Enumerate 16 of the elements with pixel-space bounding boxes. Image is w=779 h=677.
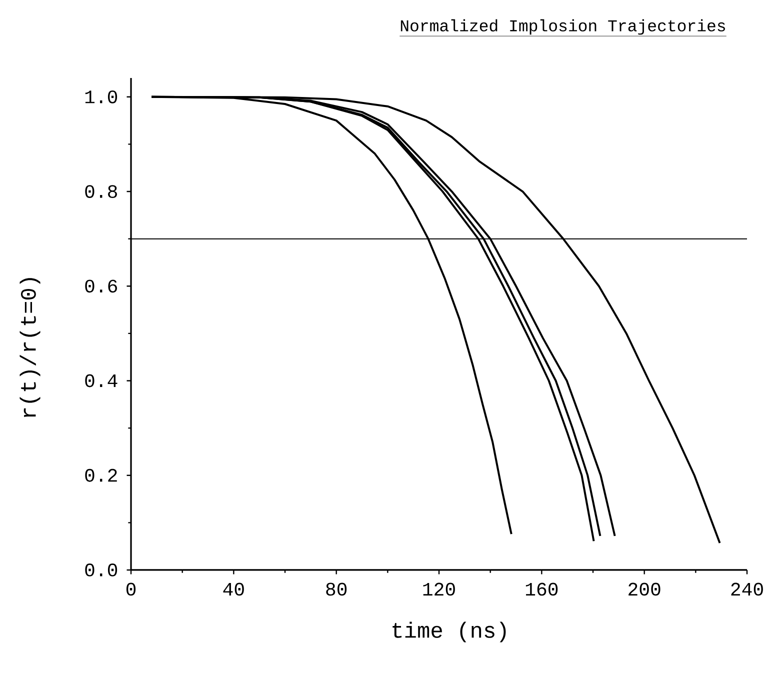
y-tick-label: 0.8 [85,185,117,198]
y-tick-label: 1.0 [85,90,118,104]
x-tick-label: 40 [223,582,244,596]
y-axis-title: r(t)/r(t=0) [20,278,40,418]
y-tick-label: 0.4 [85,374,118,388]
y-tick-label: 0.2 [85,468,117,482]
x-axis-title: time (ns) [392,622,506,642]
x-tick-label: 240 [731,582,763,596]
x-tick-label: 0 [126,582,136,596]
y-tick-label: 0.0 [85,564,118,576]
x-tick-label: 160 [526,582,558,596]
x-tick-label: 120 [423,582,455,596]
x-tick-label: 80 [326,582,347,596]
chart-title: Normalized Implosion Trajectories [400,19,725,35]
x-tick-label: 200 [628,582,660,596]
y-tick-label: 0.6 [85,280,117,293]
